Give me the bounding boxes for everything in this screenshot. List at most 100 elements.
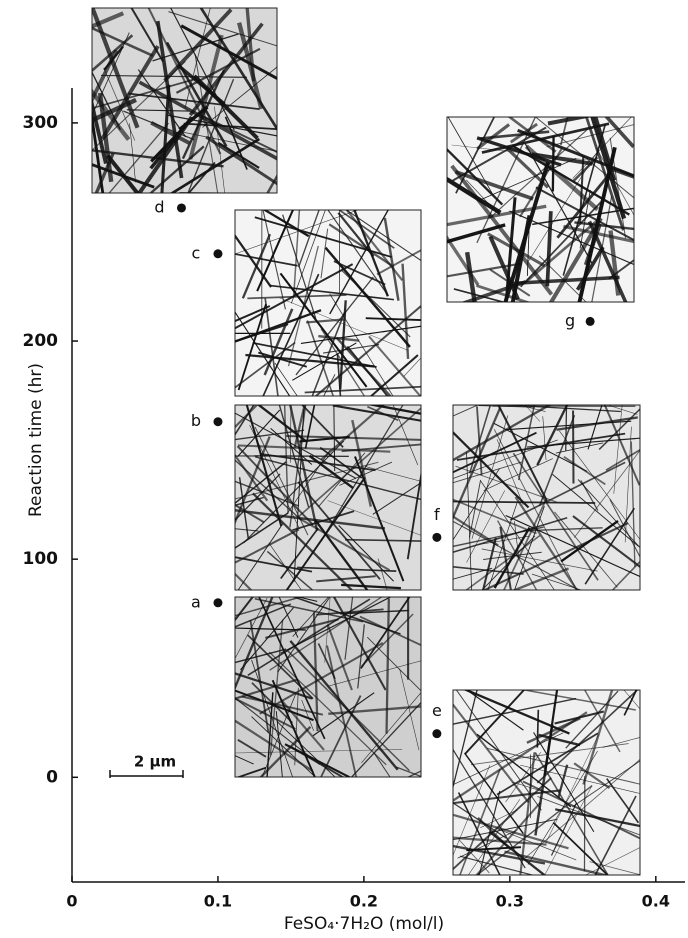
needle [340, 609, 409, 615]
needle [266, 692, 274, 777]
needle [258, 351, 308, 368]
needle [289, 405, 319, 531]
needle [289, 405, 292, 463]
needle [478, 790, 501, 875]
needle [489, 268, 531, 297]
needle [149, 145, 205, 193]
needle [511, 567, 570, 590]
needle [464, 690, 526, 755]
point-label: c [192, 243, 201, 262]
needle [155, 20, 184, 179]
needle [478, 535, 530, 545]
x-tick-label: 0.3 [496, 892, 524, 911]
needle [266, 550, 314, 590]
needle [339, 461, 393, 486]
needle [585, 847, 640, 875]
needle [572, 156, 599, 182]
needle [175, 47, 261, 94]
needle [524, 218, 600, 284]
needle [103, 45, 124, 71]
needle [605, 448, 640, 471]
needles [453, 690, 640, 875]
needle [579, 156, 585, 224]
needle [150, 121, 191, 145]
needle [320, 405, 385, 461]
needle [526, 437, 640, 448]
needle [247, 294, 347, 300]
micrograph [446, 116, 635, 303]
needle [555, 808, 640, 828]
y-axis-label: Reaction time (hr) [26, 363, 46, 517]
needle [235, 405, 259, 429]
needle [496, 828, 577, 861]
needle [466, 490, 505, 563]
needle [512, 452, 599, 581]
needle [105, 154, 140, 193]
needle [129, 123, 136, 183]
data-point [585, 316, 595, 326]
needle [470, 743, 629, 766]
needle [517, 405, 536, 481]
needle [235, 697, 321, 766]
needle [511, 144, 630, 216]
needle [235, 453, 269, 502]
needle [488, 830, 547, 875]
needle [368, 335, 421, 396]
needle [453, 818, 558, 841]
needle [606, 405, 638, 415]
needle [100, 45, 160, 140]
needle [582, 690, 614, 785]
needle [563, 456, 606, 486]
needle [499, 526, 512, 590]
needle [551, 136, 555, 192]
needle [478, 405, 535, 408]
needle [297, 407, 421, 519]
needle [575, 246, 605, 291]
needle [166, 114, 277, 137]
needle [275, 711, 283, 777]
needle [554, 511, 618, 588]
needle [497, 405, 548, 502]
needle [328, 223, 393, 267]
needle [453, 439, 558, 479]
needle [245, 8, 256, 82]
needle [285, 476, 366, 590]
needle [545, 211, 553, 287]
needle [92, 11, 125, 29]
needle [480, 481, 555, 590]
needle [312, 692, 375, 737]
needle [406, 770, 421, 777]
needle [266, 173, 277, 193]
needle [493, 526, 531, 589]
needle [481, 535, 536, 590]
needle [464, 752, 524, 835]
needle [235, 496, 264, 506]
needle [320, 228, 329, 279]
needle [465, 534, 541, 590]
needle [169, 137, 261, 193]
needle [453, 405, 479, 417]
needle [202, 66, 277, 128]
needle [505, 420, 632, 431]
needle [274, 362, 298, 396]
needle [496, 520, 538, 590]
needle [101, 74, 247, 78]
needle [351, 419, 373, 507]
needle [406, 470, 421, 560]
needle [262, 273, 320, 396]
needle [512, 781, 548, 794]
needle [453, 565, 524, 575]
needle [353, 210, 389, 297]
needle [475, 801, 542, 875]
needle [465, 690, 524, 731]
needle [572, 117, 632, 179]
needle [514, 521, 520, 560]
needle [385, 598, 390, 734]
needle [292, 510, 355, 532]
needle [243, 440, 345, 544]
needle [360, 613, 414, 667]
needle [252, 341, 377, 368]
needle [372, 482, 421, 515]
needle [183, 122, 277, 130]
needle [505, 514, 640, 578]
